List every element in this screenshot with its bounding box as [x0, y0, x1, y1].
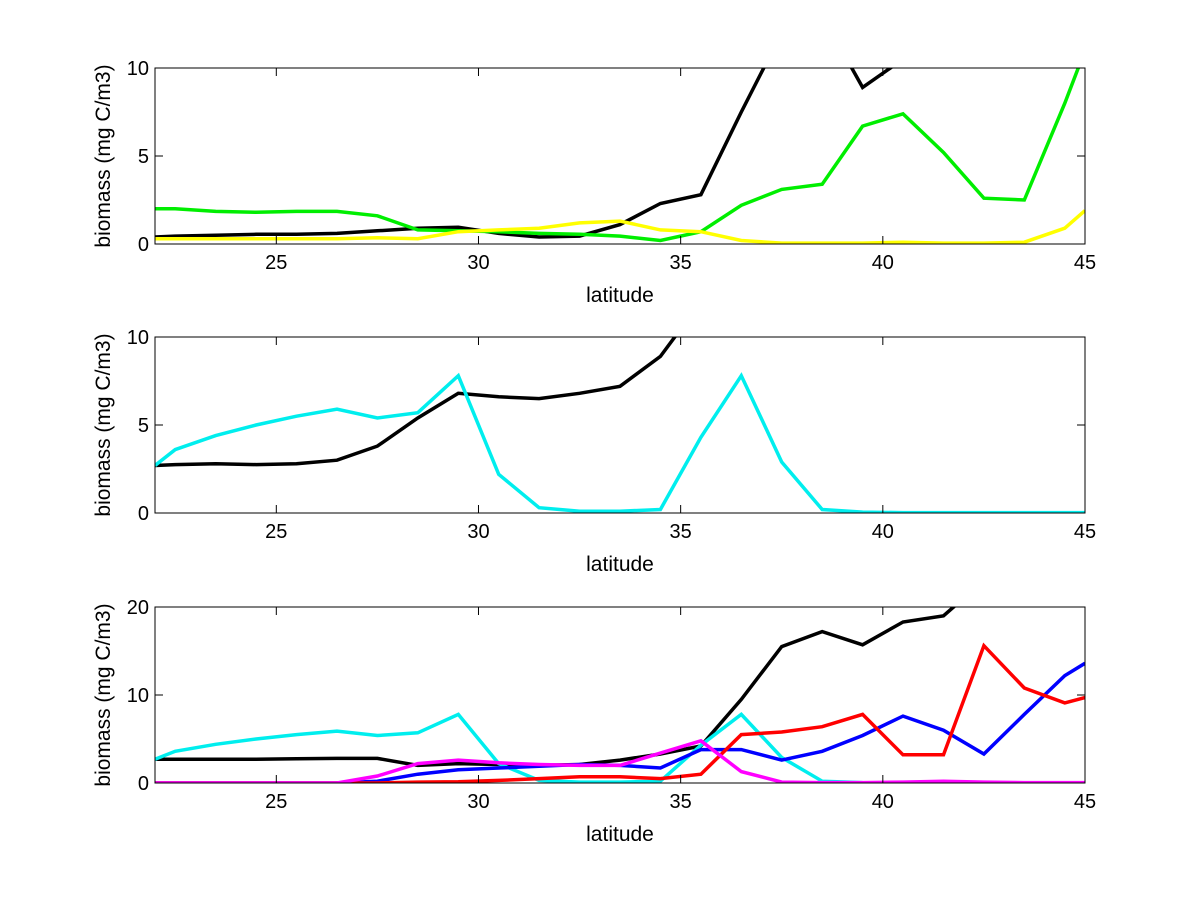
- y-tick-label: 0: [138, 503, 149, 525]
- series-line-green: [155, 68, 1081, 243]
- plot-area: [155, 607, 1085, 783]
- x-tick-label: 25: [265, 791, 287, 813]
- x-tick-label: 40: [872, 252, 894, 274]
- x-tick-label: 25: [265, 521, 287, 543]
- y-axis-label: biomass (mg C/m3): [92, 603, 115, 786]
- x-axis-label: latitude: [586, 284, 654, 307]
- y-tick-label: 5: [138, 146, 149, 168]
- y-tick-label: 10: [127, 685, 149, 707]
- x-tick-label: 45: [1074, 791, 1096, 813]
- y-tick-label: 0: [138, 234, 149, 256]
- series-line-black: [155, 607, 957, 768]
- x-axis-label: latitude: [586, 553, 654, 576]
- x-tick-label: 25: [265, 252, 287, 274]
- y-tick-label: 10: [127, 58, 149, 80]
- series-line-magenta: [155, 738, 1085, 783]
- y-tick-label: 20: [127, 597, 149, 619]
- y-axis-label: biomass (mg C/m3): [92, 333, 115, 516]
- x-tick-label: 40: [872, 521, 894, 543]
- x-tick-label: 30: [467, 252, 489, 274]
- y-tick-label: 5: [138, 415, 149, 437]
- y-axis-label: biomass (mg C/m3): [92, 64, 115, 247]
- x-tick-label: 45: [1074, 252, 1096, 274]
- y-tick-label: 10: [127, 327, 149, 349]
- x-tick-label: 35: [670, 521, 692, 543]
- plot-area: [155, 337, 1085, 513]
- x-axis-label: latitude: [586, 823, 654, 846]
- series-line-yellow: [155, 209, 1085, 244]
- series-line-red: [155, 642, 1085, 783]
- x-tick-label: 35: [670, 252, 692, 274]
- x-tick-label: 35: [670, 791, 692, 813]
- plot-area: [155, 68, 1085, 244]
- y-tick-label: 0: [138, 773, 149, 795]
- subplot-2: 25 30 35 40 45 0 5 10 latitude biomass (mg C/m3): [92, 327, 1096, 576]
- series-line-black: [155, 337, 677, 468]
- series-line-black: [155, 68, 894, 239]
- subplot-3: 25 30 35 40 45 0 10 20 latitude biomass (mg C/m3): [92, 597, 1096, 846]
- subplot-1: 25 30 35 40 45 0 5 10 latitude biomass (mg C/m3): [92, 58, 1096, 307]
- x-tick-label: 30: [467, 791, 489, 813]
- x-tick-label: 40: [872, 791, 894, 813]
- x-tick-label: 30: [467, 521, 489, 543]
- x-tick-label: 45: [1074, 521, 1096, 543]
